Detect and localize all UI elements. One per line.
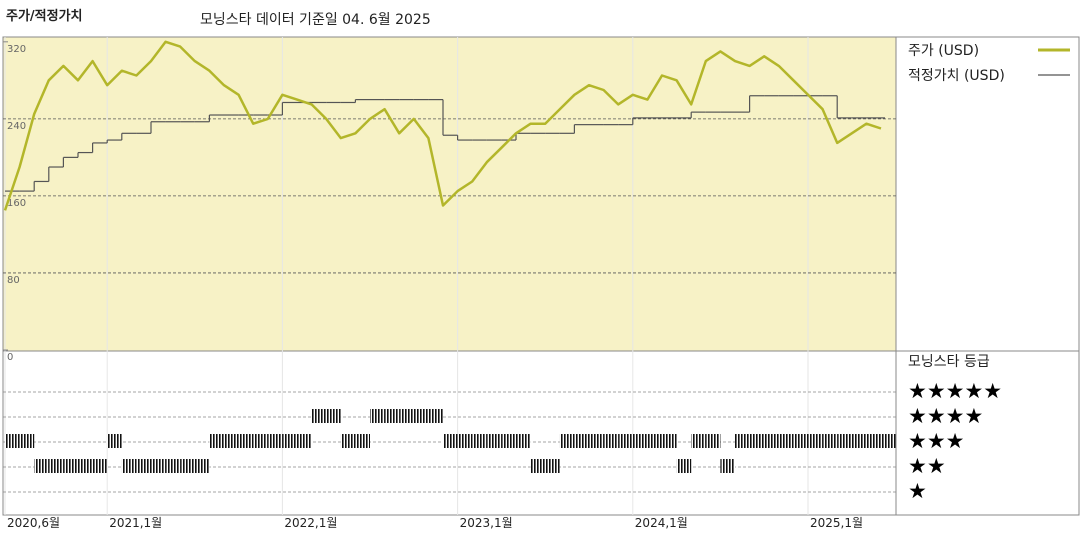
rating-bar xyxy=(165,459,181,473)
rating-bar xyxy=(691,434,706,448)
rating-bar xyxy=(837,434,852,448)
rating-label: ★★ xyxy=(908,454,946,478)
rating-bar xyxy=(472,434,487,448)
rating-bar xyxy=(822,434,838,448)
rating-bar xyxy=(19,434,35,448)
rating-bar xyxy=(253,434,268,448)
rating-bar xyxy=(632,434,648,448)
rating-bar xyxy=(63,459,78,473)
rating-bar xyxy=(107,434,122,448)
rating-bar xyxy=(705,434,721,448)
rating-bar xyxy=(399,409,414,423)
y-tick-label: 0 xyxy=(7,352,13,363)
rating-bar xyxy=(151,459,166,473)
rating-bar xyxy=(530,459,546,473)
chart-title: 주가/적정가치 xyxy=(6,8,83,24)
rating-bar xyxy=(559,434,575,448)
legend-label: 주가 (USD) xyxy=(908,43,979,59)
rating-bar xyxy=(413,409,429,423)
y-tick-label: 240 xyxy=(7,121,26,132)
x-tick-label: 2021,1월 xyxy=(109,516,162,530)
rating-bar xyxy=(370,409,385,423)
rating-bar xyxy=(355,434,370,448)
rating-bar xyxy=(180,459,195,473)
rating-bar xyxy=(676,459,692,473)
rating-bar xyxy=(267,434,283,448)
rating-bar xyxy=(297,434,312,448)
legend-panel xyxy=(895,36,1080,352)
rating-bar xyxy=(589,434,604,448)
rating-bar xyxy=(545,459,560,473)
rating-bar xyxy=(808,434,823,448)
rating-bar xyxy=(603,434,619,448)
rating-label: ★★★★ xyxy=(908,404,983,428)
rating-label: ★★★★★ xyxy=(908,379,1002,403)
legend-label: 적정가치 (USD) xyxy=(908,68,1005,84)
rating-bar xyxy=(34,459,49,473)
rating-bar xyxy=(282,434,297,448)
rating-bar xyxy=(5,434,20,448)
rating-bar xyxy=(326,409,341,423)
rating-bar xyxy=(881,434,896,448)
rating-label: ★★★ xyxy=(908,429,964,453)
rating-bar xyxy=(486,434,502,448)
y-tick-label: 320 xyxy=(7,44,26,55)
rating-panel xyxy=(2,350,897,516)
rating-bar xyxy=(238,434,254,448)
x-tick-label: 2023,1월 xyxy=(460,516,513,530)
chart-subtitle: 모닝스타 데이터 기준일 04. 6월 2025 xyxy=(200,12,431,28)
x-tick-label: 2024,1월 xyxy=(635,516,688,530)
y-tick-label: 160 xyxy=(7,198,26,209)
rating-bar xyxy=(501,434,516,448)
rating-bar xyxy=(384,409,400,423)
rating-bar xyxy=(778,434,794,448)
rating-bar xyxy=(136,459,151,473)
x-tick-label: 2020,6월 xyxy=(7,516,60,530)
price-panel xyxy=(2,36,897,352)
rating-bar xyxy=(793,434,808,448)
rating-bar xyxy=(866,434,881,448)
x-tick-label: 2022,1월 xyxy=(284,516,337,530)
rating-bar xyxy=(428,409,443,423)
rating-bar xyxy=(78,459,93,473)
rating-bar xyxy=(618,434,633,448)
rating-bar xyxy=(209,434,224,448)
rating-bar xyxy=(194,459,210,473)
rating-bar xyxy=(662,434,677,448)
rating-bar xyxy=(735,434,750,448)
rating-bar xyxy=(851,434,867,448)
rating-bar xyxy=(224,434,239,448)
x-tick-label: 2025,1월 xyxy=(810,516,863,530)
rating-bar xyxy=(340,434,356,448)
rating-bar xyxy=(311,409,327,423)
rating-bar xyxy=(121,459,137,473)
rating-bar xyxy=(92,459,108,473)
rating-bar xyxy=(443,434,458,448)
rating-bar xyxy=(48,459,64,473)
rating-bar xyxy=(516,434,531,448)
rating-legend-panel xyxy=(895,350,1080,516)
y-tick-label: 80 xyxy=(7,275,20,286)
rating-bar xyxy=(764,434,779,448)
rating-bar xyxy=(647,434,662,448)
rating-bar xyxy=(457,434,473,448)
price-line xyxy=(3,40,882,211)
rating-bar xyxy=(574,434,589,448)
rating-label: ★ xyxy=(908,479,927,503)
rating-bar xyxy=(720,459,735,473)
rating-bar xyxy=(749,434,765,448)
rating-title: 모닝스타 등급 xyxy=(908,354,990,370)
